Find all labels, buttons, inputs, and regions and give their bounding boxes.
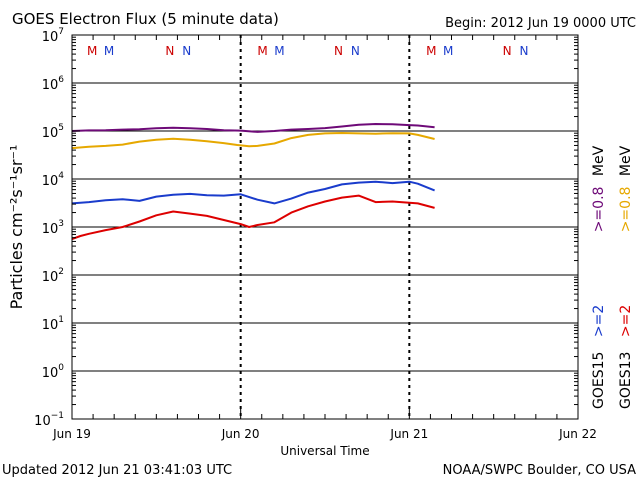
svg-text:GOES13 >=2 >=0: GOES13 >=2 >=0.8 MeV <box>618 145 634 409</box>
y-axis-label: Particles cm⁻²s⁻¹sr⁻¹ <box>7 145 26 310</box>
legend: GOES15 >=2 >=0.8 MeV GOES13 >=2 >=0.8 Me… <box>591 145 634 409</box>
series-line-1 <box>71 132 435 150</box>
satellite-marker: M <box>426 44 436 58</box>
series-line-2 <box>71 180 435 205</box>
satellite-marker: M <box>443 44 453 58</box>
satellite-marker: N <box>351 44 360 58</box>
begin-label: Begin: 2012 Jun 19 0000 UTC <box>445 16 636 31</box>
y-tick-label: 102 <box>42 267 64 285</box>
legend-goes13-energy-high: >=0.8 <box>618 187 634 233</box>
y-tick-label: 105 <box>42 123 64 141</box>
legend-goes13: GOES13 >=2 >=0.8 MeV <box>618 145 634 409</box>
chart-title: GOES Electron Flux (5 minute data) <box>12 10 279 28</box>
satellite-marker: N <box>520 44 529 58</box>
legend-goes15: GOES15 >=2 >=0.8 MeV <box>591 145 607 409</box>
series-line-3 <box>71 194 435 241</box>
y-tick-label: 103 <box>42 219 64 237</box>
y-tick-label: 10−1 <box>34 411 64 429</box>
x-tick-label: Jun 21 <box>389 427 428 441</box>
y-tick-label: 107 <box>42 27 64 45</box>
svg-text:GOES15 >=2 >=0: GOES15 >=2 >=0.8 MeV <box>591 145 607 409</box>
x-tick-label: Jun 20 <box>221 427 260 441</box>
x-axis-label: Universal Time <box>280 444 369 458</box>
grid-layer <box>72 35 578 419</box>
satellite-marker: N <box>165 44 174 58</box>
satellite-marker: M <box>274 44 284 58</box>
x-tick-label: Jun 19 <box>52 427 91 441</box>
credit-label: NOAA/SWPC Boulder, CO USA <box>443 463 636 478</box>
y-tick-label: 104 <box>42 171 65 189</box>
satellite-marker: M <box>87 44 97 58</box>
x-tick-label: Jun 22 <box>558 427 597 441</box>
legend-goes13-satellite: GOES13 <box>618 352 634 409</box>
y-tick-label: 101 <box>42 315 64 333</box>
legend-goes13-unit: MeV <box>618 145 634 176</box>
updated-timestamp: Updated 2012 Jun 21 03:41:03 UTC <box>2 463 232 478</box>
legend-goes13-energy-low: >=2 <box>618 305 634 337</box>
series-layer <box>71 123 435 241</box>
satellite-marker: M <box>257 44 267 58</box>
satellite-marker: M <box>104 44 114 58</box>
legend-goes15-satellite: GOES15 <box>591 352 607 409</box>
legend-goes15-energy-high: >=0.8 <box>591 187 607 233</box>
satellite-marker: N <box>334 44 343 58</box>
legend-goes15-unit: MeV <box>591 145 607 176</box>
y-tick-label: 106 <box>42 75 65 93</box>
legend-goes15-energy-low: >=2 <box>591 305 607 337</box>
satellite-marker: N <box>503 44 512 58</box>
satellite-marker: N <box>182 44 191 58</box>
y-tick-label: 100 <box>42 363 65 381</box>
series-line-0 <box>71 123 435 133</box>
